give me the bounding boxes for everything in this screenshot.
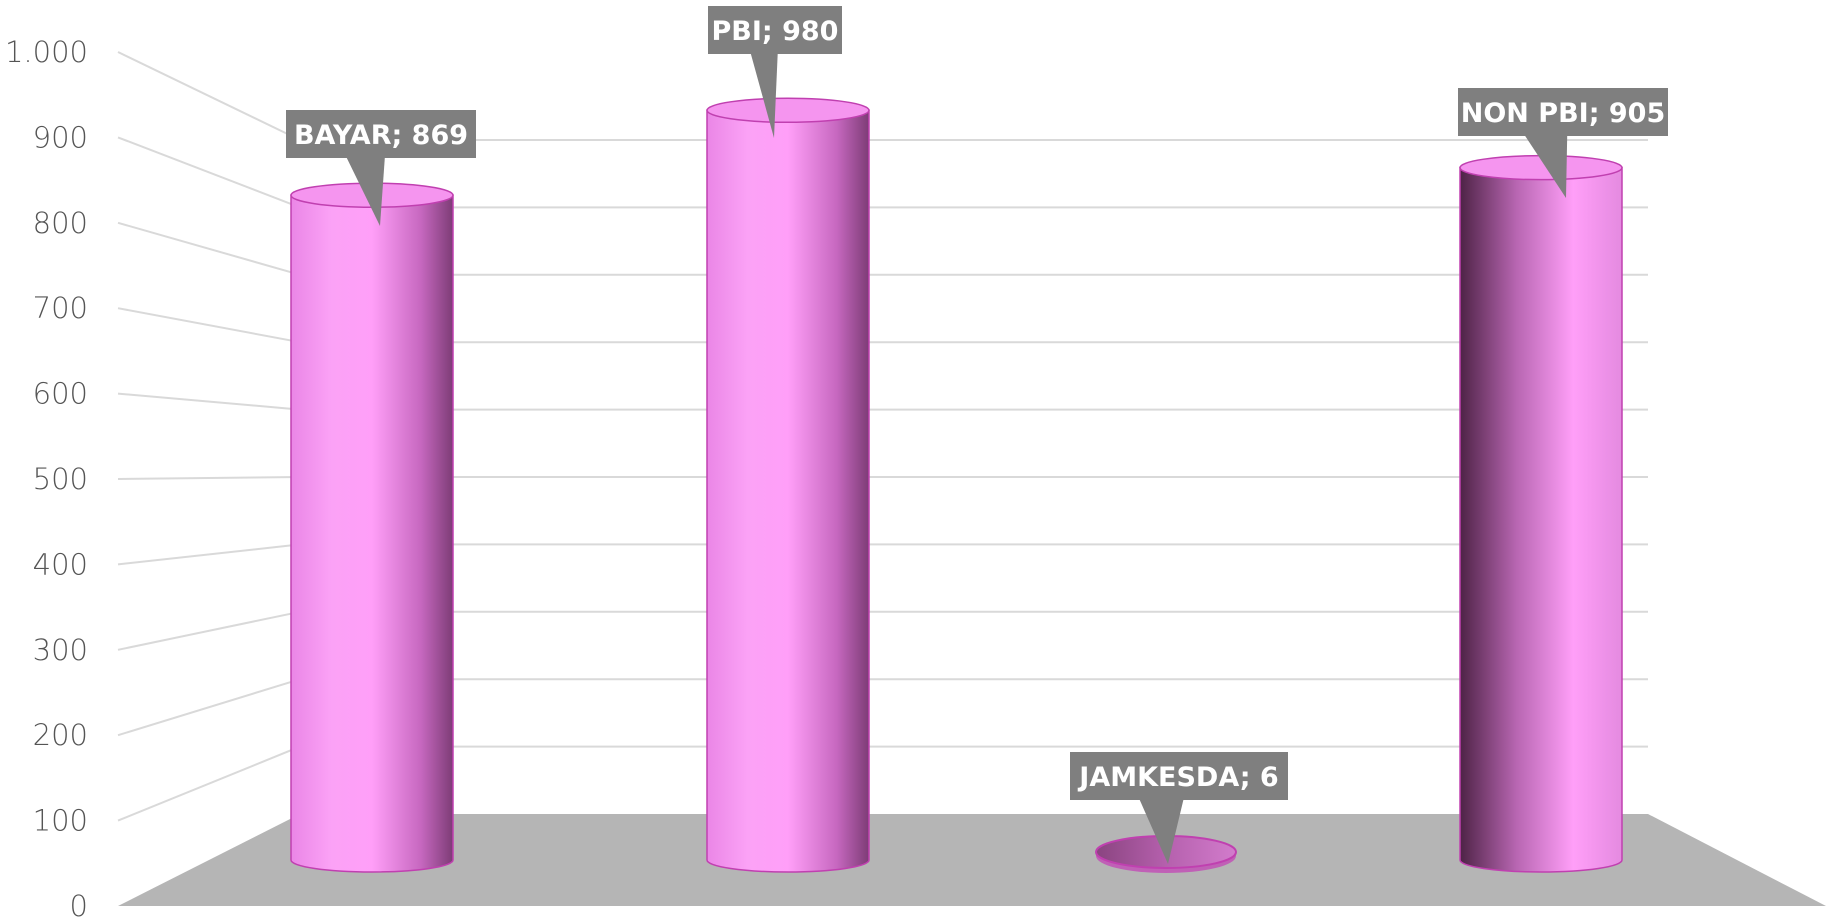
y-tick-label: 1.000 xyxy=(5,35,88,69)
y-tick-label: 800 xyxy=(33,206,88,240)
y-tick-label: 300 xyxy=(33,633,88,667)
bar-bayar xyxy=(290,182,454,873)
y-tick-label: 100 xyxy=(33,804,88,838)
data-label: NON PBI; 905 xyxy=(1458,88,1668,198)
y-axis-ticks: 0 100 200 300 400 500 600 700 800 900 1.000 xyxy=(5,35,88,922)
data-label-pointer xyxy=(1525,136,1568,198)
grid-layer xyxy=(117,51,1648,822)
bar-body xyxy=(1459,166,1623,873)
data-label-box xyxy=(1070,752,1288,800)
data-label: BAYAR; 869 xyxy=(286,110,476,226)
data-label-text: NON PBI; 905 xyxy=(1461,98,1666,129)
gridline-side xyxy=(117,543,301,566)
y-tick-label: 600 xyxy=(33,377,88,411)
data-label-box xyxy=(286,110,476,158)
data-label-text: JAMKESDA; 6 xyxy=(1077,762,1278,793)
bar-top-cap xyxy=(706,97,870,124)
y-tick-label: 900 xyxy=(33,120,88,154)
y-tick-label: 400 xyxy=(33,547,88,581)
y-tick-label: 200 xyxy=(33,718,88,752)
data-labels-layer: BAYAR; 869 PBI; 980 JAMKESDA; 6 NON PBI; 90… xyxy=(286,6,1668,864)
data-label-text: BAYAR; 869 xyxy=(294,120,468,151)
gridline-side xyxy=(117,678,301,737)
data-label-box xyxy=(708,6,842,54)
gridline-side xyxy=(117,392,301,411)
gridline-side xyxy=(117,745,301,822)
data-label-box xyxy=(1458,88,1668,136)
y-tick-label: 0 xyxy=(70,889,88,922)
data-label-pointer xyxy=(346,158,385,226)
gridline-side xyxy=(117,221,301,276)
data-label-text: PBI; 980 xyxy=(712,16,839,47)
data-label: PBI; 980 xyxy=(708,6,842,138)
data-label-pointer xyxy=(1139,800,1184,864)
bar-body xyxy=(290,194,454,873)
gridline-side xyxy=(117,476,301,480)
y-tick-label: 500 xyxy=(33,462,88,496)
gridline-side xyxy=(117,136,301,209)
gridline-side xyxy=(117,307,301,344)
gridline-side xyxy=(117,51,301,141)
bar-pbi xyxy=(706,97,870,873)
y-tick-label: 700 xyxy=(33,291,88,325)
data-label: JAMKESDA; 6 xyxy=(1070,752,1288,864)
chart-floor xyxy=(118,814,1826,906)
bar-non-pbi xyxy=(1459,154,1623,873)
data-label-pointer xyxy=(750,54,778,138)
bars-layer xyxy=(290,97,1623,873)
bar-body xyxy=(706,109,870,873)
gridline-side xyxy=(117,610,301,651)
